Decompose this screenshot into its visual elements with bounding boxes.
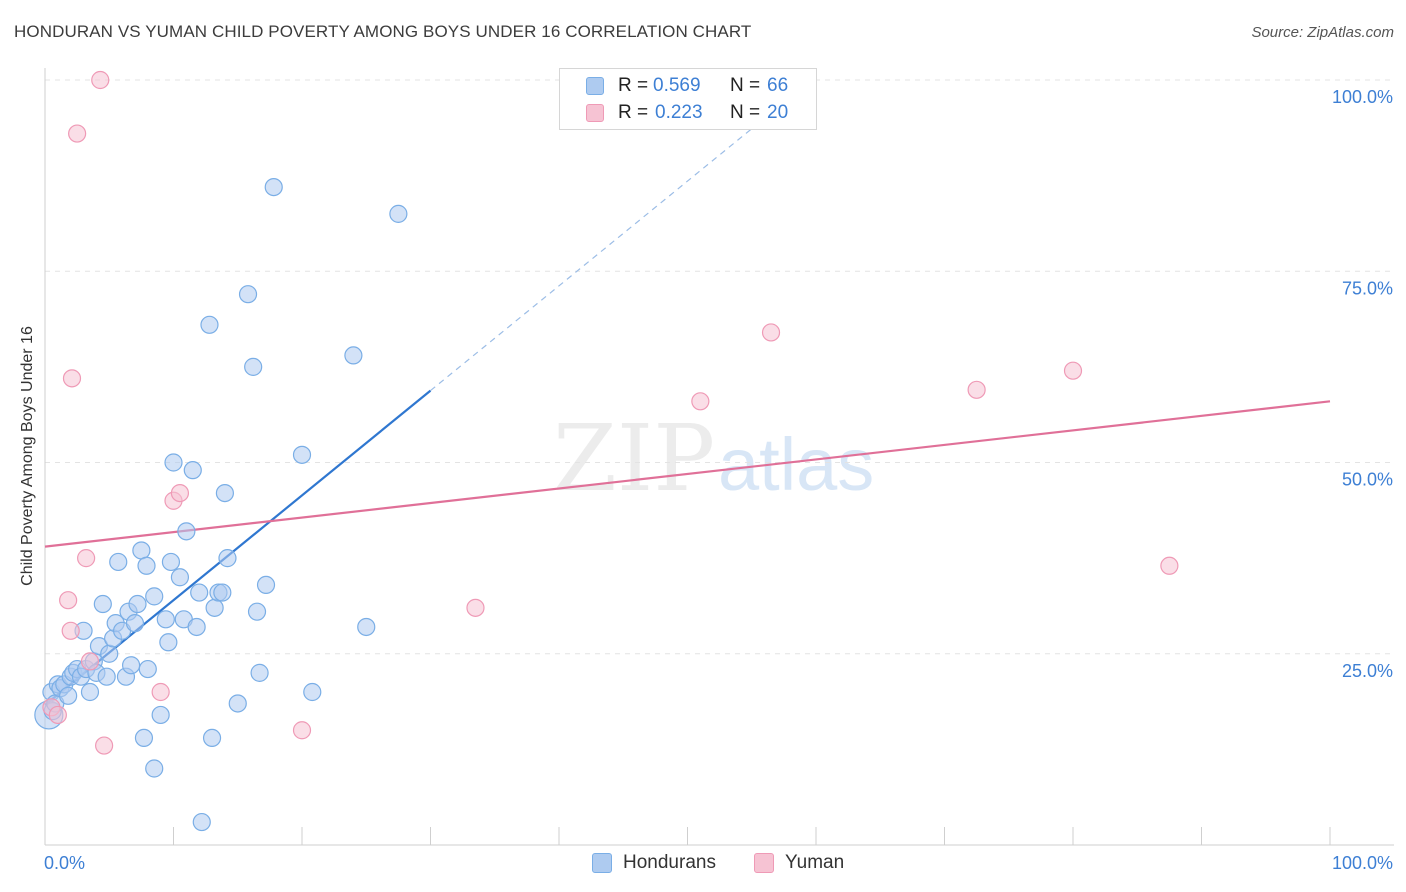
yuman-point [91,70,110,90]
yuman-point [967,380,986,399]
yuman-point [151,682,170,702]
yuman-point [62,369,82,388]
stats-swatch-pink [586,104,604,122]
honduran-point [128,594,147,614]
honduran-point [137,556,156,575]
yuman-point [68,124,87,143]
y-tick-label: 50.0% [1342,470,1393,490]
honduran-point [132,541,151,560]
honduran-point [292,445,312,464]
honduran-trendline-extension [430,117,765,392]
legend-swatch-pink [754,853,774,873]
honduran-point [170,568,190,587]
honduran-point [357,617,376,637]
honduran-point [187,617,206,637]
honduran-point [159,633,178,652]
yuman-point [761,323,781,342]
yuman-trendline [44,400,1331,548]
yuman-point [95,736,114,755]
legend-swatch-blue [592,853,612,873]
stats-r-label: R = [618,102,649,123]
honduran-point [134,728,154,748]
honduran-point [190,583,209,602]
honduran-point [244,357,263,376]
honduran-point [256,575,276,595]
honduran-point [344,346,363,365]
honduran-point [183,461,202,480]
stats-r-value: 0.569 [653,75,701,96]
honduran-point [100,644,119,663]
honduran-point [177,522,196,541]
honduran-point [161,552,181,572]
stats-n-label: N = [730,75,761,96]
honduran-point [247,602,267,621]
yuman-point [59,591,78,610]
honduran-point [215,484,234,503]
chart-title: HONDURAN VS YUMAN CHILD POVERTY AMONG BO… [14,22,752,41]
honduran-point [156,610,175,629]
yuman-point [77,549,96,568]
yuman-point [292,721,312,740]
yuman-point [48,705,67,725]
y-tick-label: 75.0% [1342,278,1393,298]
honduran-point [109,552,128,572]
honduran-point [97,667,116,686]
honduran-point [389,204,408,223]
honduran-point [145,587,164,606]
honduran-point [59,686,78,705]
watermark-atlas: atlas [718,423,874,506]
honduran-point [250,663,269,682]
honduran-point [121,656,141,675]
stats-n-label: N = [730,102,761,123]
honduran-point [303,682,322,702]
watermark-zip: ZIP [553,405,715,512]
chart-legend: Hondurans Yuman [0,851,1406,877]
honduran-point [80,682,100,702]
source-credit: Source: ZipAtlas.com [1251,24,1394,41]
stats-r-label: R = [618,75,649,96]
honduran-point [228,694,247,713]
honduran-point [125,614,145,633]
honduran-point [145,759,164,778]
yuman-point [80,652,100,671]
stats-n-value: 66 [767,75,789,96]
y-tick-label: 25.0% [1342,661,1393,681]
yuman-point [466,598,485,617]
yuman-point [1160,556,1179,575]
x-tick-label: 0.0% [44,853,85,873]
stats-n-value: 20 [767,102,789,123]
honduran-point [202,728,222,748]
honduran-point [151,705,170,725]
stats-r-value: 0.223 [655,102,703,123]
stats-swatch-blue [586,77,604,95]
honduran-point [93,594,112,614]
stats-box: R = 0.569 N = 66 R = 0.223 N = 20 [559,68,817,130]
honduran-point [238,285,258,304]
honduran-point [164,453,183,472]
legend-label: Hondurans [623,852,716,873]
yuman-point [1063,361,1083,380]
honduran-point [192,812,211,832]
legend-label: Yuman [785,852,845,873]
yuman-point [691,392,710,411]
honduran-point [264,178,283,197]
yuman-point [61,621,80,640]
honduran-point [213,583,232,602]
honduran-point [200,315,219,334]
yuman-point [170,484,190,503]
y-tick-label: 100.0% [1332,87,1393,107]
x-tick-label: 100.0% [1332,853,1393,873]
honduran-point [205,598,224,617]
honduran-point [218,549,237,568]
honduran-point [138,659,157,679]
